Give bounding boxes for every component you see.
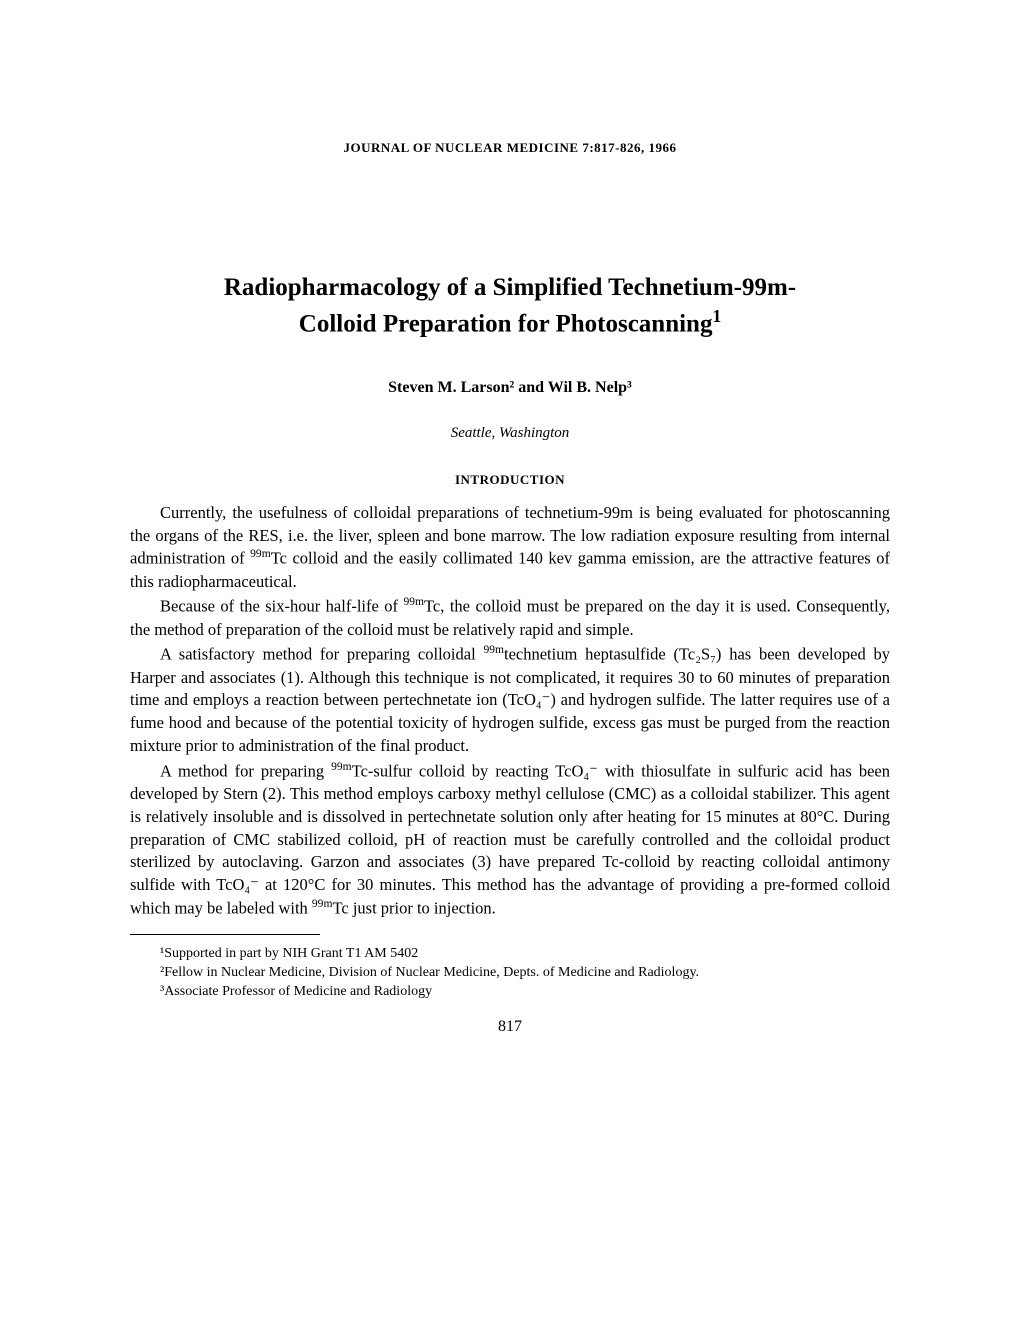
isotope-sup: 99m [403,596,424,608]
isotope-sup: 99m [250,548,271,560]
footnote-rule [130,934,320,935]
journal-name: JOURNAL OF NUCLEAR MEDICINE [343,140,578,155]
journal-header: JOURNAL OF NUCLEAR MEDICINE 7:817-826, 1… [130,140,890,156]
page-number: 817 [130,1018,890,1036]
intro-paragraph-3: A satisfactory method for preparing coll… [130,643,890,757]
title-line-2: Colloid Preparation for Photoscanning [299,310,713,337]
title-footnote-marker: 1 [712,306,721,326]
intro-paragraph-4: A method for preparing 99mTc-sulfur coll… [130,760,890,920]
p4-text-c: Tc just prior to injection. [332,898,495,917]
location: Seattle, Washington [130,425,890,442]
p4-text-b: Tc-sulfur colloid by reacting TcO₄⁻ with… [130,761,890,917]
p4-text-a: A method for preparing [160,761,331,780]
p3-text-a: A satisfactory method for preparing coll… [160,645,483,664]
isotope-sup: 99m [312,898,333,910]
journal-citation: 7:817-826, 1966 [582,140,676,155]
p2-text-a: Because of the six-hour half-life of [160,597,403,616]
section-heading: INTRODUCTION [130,472,890,488]
isotope-sup: 99m [483,644,504,656]
article-title: Radiopharmacology of a Simplified Techne… [130,271,890,341]
intro-paragraph-1: Currently, the usefulness of colloidal p… [130,502,890,594]
intro-paragraph-2: Because of the six-hour half-life of 99m… [130,595,890,641]
footnotes: ¹Supported in part by NIH Grant T1 AM 54… [130,945,890,1002]
title-line-1: Radiopharmacology of a Simplified Techne… [224,274,796,301]
footnote-2: ²Fellow in Nuclear Medicine, Division of… [130,964,890,983]
footnote-1: ¹Supported in part by NIH Grant T1 AM 54… [130,945,890,964]
footnote-3: ³Associate Professor of Medicine and Rad… [130,983,890,1002]
authors: Steven M. Larson² and Wil B. Nelp³ [130,379,890,397]
isotope-sup: 99m [331,761,352,773]
